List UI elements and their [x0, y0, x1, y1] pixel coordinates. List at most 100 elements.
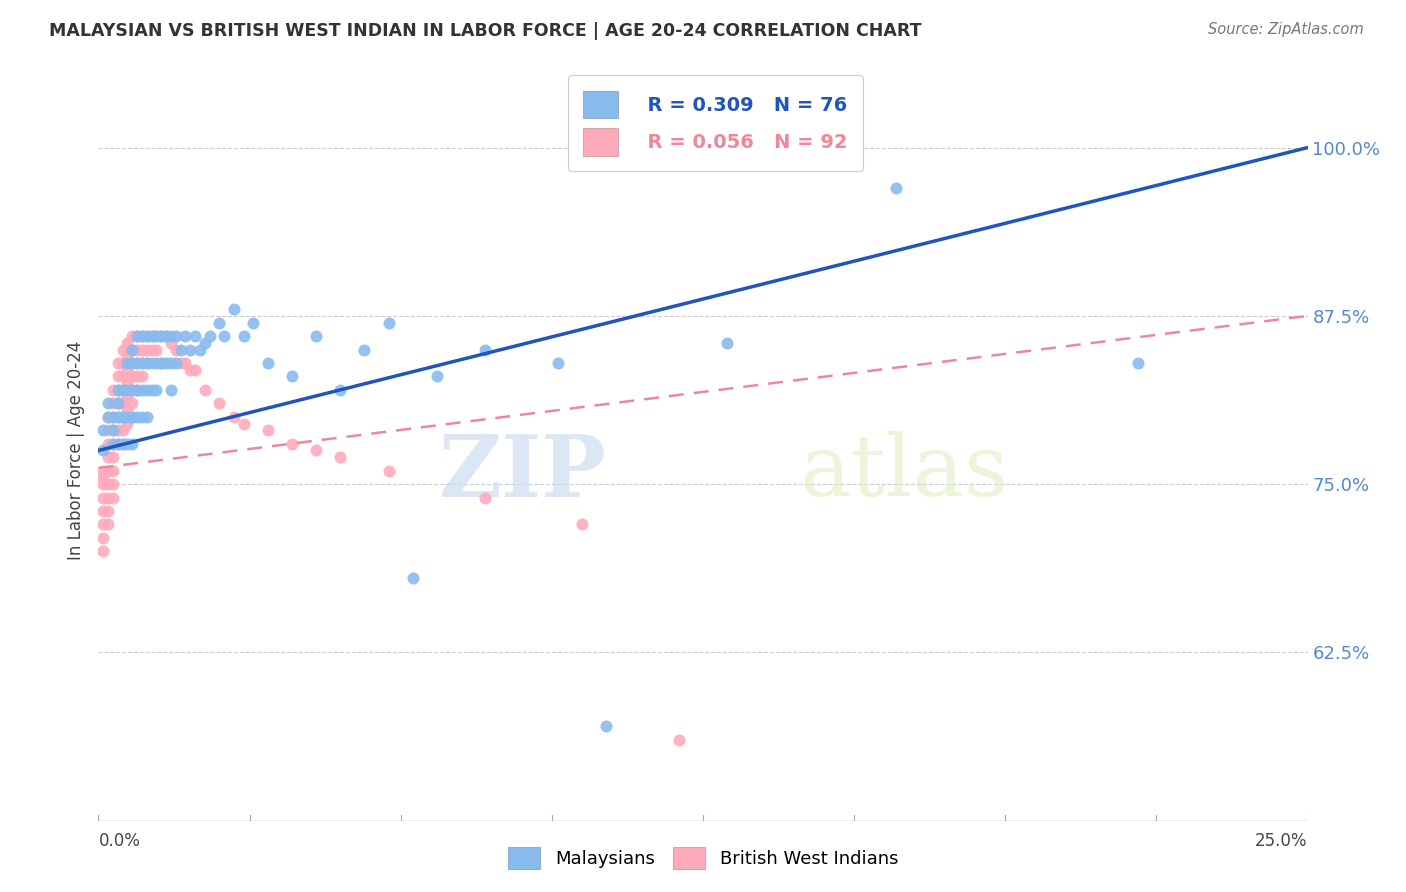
Point	[101, 423, 124, 437]
Point	[155, 356, 177, 370]
Point	[329, 383, 352, 397]
Text: 0.0%: 0.0%	[98, 831, 141, 850]
Point	[474, 343, 496, 357]
Point	[131, 329, 153, 343]
Point	[135, 409, 157, 424]
Point	[111, 383, 134, 397]
Point	[145, 383, 167, 397]
Point	[111, 343, 134, 357]
Point	[97, 491, 120, 505]
Point	[353, 343, 375, 357]
Point	[160, 383, 183, 397]
Point	[91, 504, 114, 518]
Point	[101, 436, 124, 450]
Point	[150, 356, 173, 370]
Point	[377, 464, 399, 478]
Point	[145, 343, 167, 357]
Point	[160, 335, 183, 350]
Point	[107, 369, 129, 384]
Point	[141, 383, 163, 397]
Point	[97, 409, 120, 424]
Legend: Malaysians, British West Indians: Malaysians, British West Indians	[499, 838, 907, 879]
Point	[131, 329, 153, 343]
Point	[111, 436, 134, 450]
Point	[121, 436, 143, 450]
Point	[97, 477, 120, 491]
Point	[150, 356, 173, 370]
Point	[232, 329, 254, 343]
Point	[402, 571, 425, 585]
Point	[97, 464, 120, 478]
Point	[117, 335, 139, 350]
Point	[97, 450, 120, 465]
Point	[135, 383, 157, 397]
Point	[101, 383, 124, 397]
Point	[150, 329, 173, 343]
Point	[131, 356, 153, 370]
Point	[117, 390, 139, 404]
Point	[135, 329, 157, 343]
Point	[111, 383, 134, 397]
Point	[121, 383, 143, 397]
Point	[101, 464, 124, 478]
Point	[256, 356, 278, 370]
Point	[101, 423, 124, 437]
Point	[135, 343, 157, 357]
Point	[886, 181, 908, 195]
Point	[169, 356, 191, 370]
Point	[117, 403, 139, 417]
Point	[127, 343, 149, 357]
Text: 25.0%: 25.0%	[1256, 831, 1308, 850]
Point	[107, 396, 129, 410]
Point	[121, 356, 143, 370]
Point	[107, 383, 129, 397]
Point	[107, 423, 129, 437]
Point	[135, 356, 157, 370]
Point	[184, 329, 207, 343]
Point	[169, 343, 191, 357]
Point	[121, 356, 143, 370]
Point	[107, 436, 129, 450]
Point	[101, 436, 124, 450]
Point	[117, 409, 139, 424]
Text: ZIP: ZIP	[439, 431, 606, 515]
Point	[121, 409, 143, 424]
Point	[305, 443, 328, 458]
Point	[91, 477, 114, 491]
Point	[188, 343, 211, 357]
Point	[208, 316, 231, 330]
Point	[174, 329, 197, 343]
Point	[91, 423, 114, 437]
Point	[668, 732, 690, 747]
Point	[179, 343, 201, 357]
Point	[107, 356, 129, 370]
Point	[117, 417, 139, 431]
Point	[141, 343, 163, 357]
Point	[222, 302, 245, 317]
Point	[127, 356, 149, 370]
Point	[117, 362, 139, 376]
Point	[141, 356, 163, 370]
Point	[91, 517, 114, 532]
Point	[91, 544, 114, 558]
Point	[127, 329, 149, 343]
Point	[160, 329, 183, 343]
Point	[101, 396, 124, 410]
Point	[111, 409, 134, 424]
Point	[145, 329, 167, 343]
Y-axis label: In Labor Force | Age 20-24: In Labor Force | Age 20-24	[66, 341, 84, 560]
Point	[101, 409, 124, 424]
Point	[117, 349, 139, 363]
Point	[131, 343, 153, 357]
Point	[135, 329, 157, 343]
Point	[97, 423, 120, 437]
Point	[127, 409, 149, 424]
Point	[131, 409, 153, 424]
Point	[222, 409, 245, 424]
Point	[107, 396, 129, 410]
Text: MALAYSIAN VS BRITISH WEST INDIAN IN LABOR FORCE | AGE 20-24 CORRELATION CHART: MALAYSIAN VS BRITISH WEST INDIAN IN LABO…	[49, 22, 922, 40]
Point	[107, 436, 129, 450]
Point	[111, 396, 134, 410]
Point	[571, 517, 593, 532]
Point	[107, 409, 129, 424]
